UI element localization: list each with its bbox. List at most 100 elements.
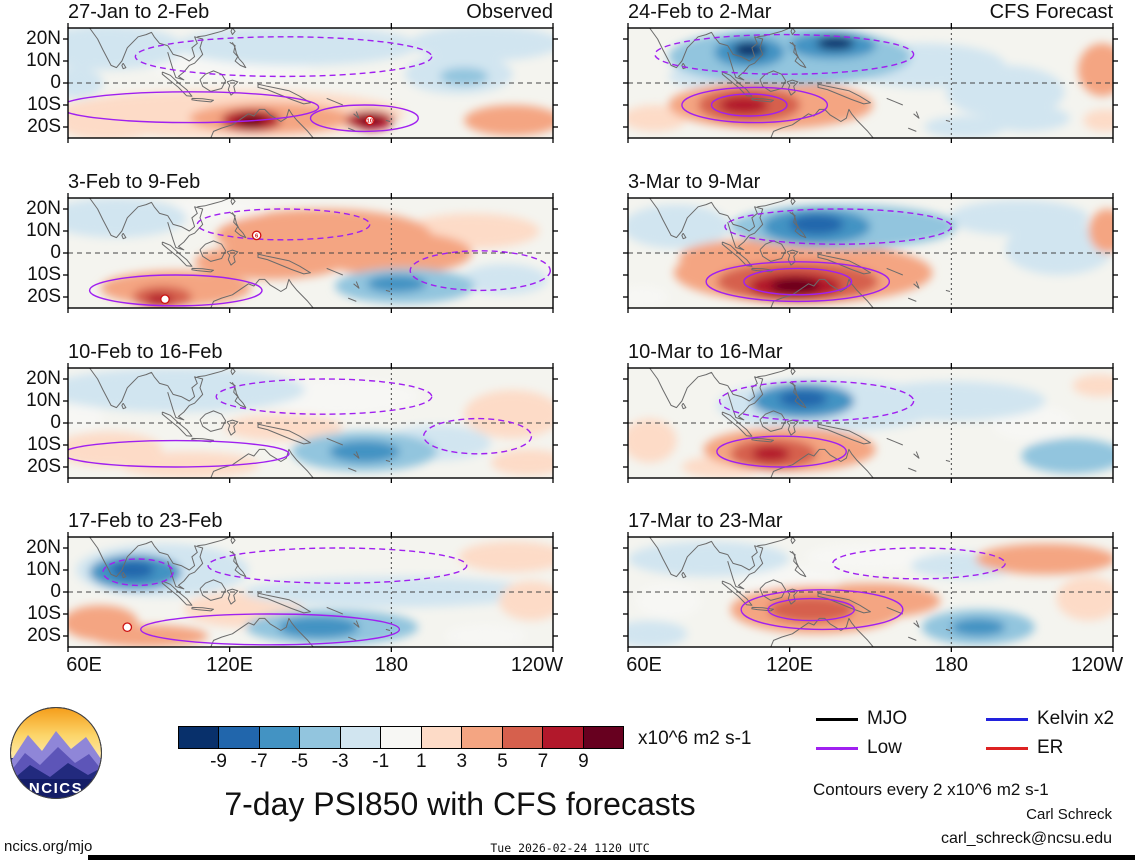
x-axis-label: 120W (510, 654, 564, 676)
colorbar-cell (543, 727, 584, 748)
x-axis-label: 60E (626, 654, 662, 676)
y-axis-label: 20N (26, 198, 61, 219)
colorbar-cell (179, 727, 220, 748)
panel-date-range: 17-Feb to 23-Feb (68, 510, 223, 532)
panel-title: 10-Feb to 16-Feb (68, 341, 553, 365)
legend-item-er: ER (986, 736, 1063, 760)
panel-title: 10-Mar to 16-Mar (628, 341, 1113, 365)
panel-title: 24-Feb to 2-Mar CFS Forecast (628, 1, 1113, 25)
map-panel (623, 23, 1118, 143)
panel-date-range: 17-Mar to 23-Mar (628, 510, 783, 532)
colorbar-tick-label: -9 (210, 751, 227, 772)
panel-title: 17-Feb to 23-Feb (68, 510, 553, 534)
legend-item-mjo: MJO (816, 707, 907, 731)
colorbar-cell (300, 727, 341, 748)
panel-title: 3-Mar to 9-Mar (628, 171, 1113, 195)
y-axis-label: 10N (26, 220, 61, 241)
y-axis-label: 0 (50, 581, 61, 602)
y-axis-label: 0 (50, 242, 61, 263)
y-axis-label: 10S (27, 94, 61, 115)
colorbar-cell (502, 727, 544, 748)
x-axis-label: 120E (766, 654, 814, 676)
y-axis-label: 10S (27, 264, 61, 285)
map-panel (63, 532, 558, 652)
y-axis-label: 20N (26, 368, 61, 389)
y-axis-label: 0 (50, 72, 61, 93)
legend-item-kelvin: Kelvin x2 (986, 707, 1114, 731)
colorbar-cell (421, 727, 463, 748)
legend-item-low: Low (816, 736, 902, 760)
y-axis-label: 10N (26, 559, 61, 580)
credit-email: carl_schreck@ncsu.edu (941, 830, 1112, 847)
colorbar-tick-label: -3 (331, 751, 349, 772)
panel-date-range: 3-Mar to 9-Mar (628, 171, 761, 193)
figure-title: 7-day PSI850 with CFS forecasts (224, 786, 696, 822)
low-line-sample (816, 746, 858, 750)
colorbar-tick-label: -5 (291, 751, 309, 772)
map-panel (623, 363, 1118, 483)
y-axis-label: 20S (27, 286, 61, 307)
y-axis-label: 10N (26, 390, 61, 411)
y-axis-label: 20S (27, 116, 61, 137)
colorbar-cell (219, 727, 260, 748)
footer-site-url: ncics.org/mjo (4, 838, 93, 855)
panel-date-range: 10-Feb to 16-Feb (68, 341, 223, 363)
colorbar-tick-label: 3 (456, 751, 468, 772)
colorbar-tick-label: -7 (250, 751, 268, 772)
panel-title: 17-Mar to 23-Mar (628, 510, 1113, 534)
legend-label-low: Low (867, 737, 902, 758)
column-header: CFS Forecast (989, 1, 1113, 23)
legend-label-kelvin: Kelvin x2 (1037, 708, 1115, 729)
mjo-line-sample (816, 717, 858, 721)
credit-name: Carl Schreck (1026, 806, 1112, 823)
colorbar-tick-label: 1 (415, 751, 427, 772)
map-panel (63, 363, 558, 483)
x-axis-label: 180 (934, 654, 969, 676)
y-axis-label: 10N (26, 50, 61, 71)
y-axis-label: 20N (26, 28, 61, 49)
ncics-logo: NCICS (10, 707, 102, 799)
x-axis-label: 60E (66, 654, 102, 676)
logo-text: NCICS (29, 780, 83, 797)
colorbar-cell (462, 727, 503, 748)
colorbar-cell (381, 727, 422, 748)
contour-interval-note: Contours every 2 x10^6 m2 s-1 (813, 780, 1049, 799)
panel-date-range: 24-Feb to 2-Mar (628, 1, 772, 23)
footer-timestamp: Tue 2026-02-24 1120 UTC (490, 841, 650, 855)
x-axis-label: 120E (206, 654, 254, 676)
colorbar-units: x10^6 m2 s-1 (638, 728, 752, 749)
y-axis-label: 20N (26, 537, 61, 558)
y-axis-label: 20S (27, 456, 61, 477)
legend-label-mjo: MJO (867, 708, 908, 729)
panel-title: 27-Jan to 2-Feb Observed (68, 1, 553, 25)
panel-date-range: 27-Jan to 2-Feb (68, 1, 210, 23)
colorbar-tick-label: -1 (372, 751, 390, 772)
kelvin-line-sample (986, 717, 1028, 721)
bottom-bar (88, 855, 1135, 860)
y-axis-label: 10S (27, 434, 61, 455)
y-axis-label: 20S (27, 625, 61, 646)
map-panel: 10 (63, 23, 558, 143)
svg-text:6: 6 (255, 234, 259, 240)
colorbar-cell (259, 727, 301, 748)
colorbar-tick-label: 5 (497, 751, 508, 772)
panel-date-range: 10-Mar to 16-Mar (628, 341, 783, 363)
map-panel: 6 (63, 193, 558, 313)
legend-label-er: ER (1037, 737, 1064, 758)
column-header: Observed (466, 1, 553, 23)
y-axis-label: 0 (50, 412, 61, 433)
x-axis-label: 120W (1070, 654, 1124, 676)
er-line-sample (986, 746, 1028, 750)
colorbar-cell (583, 727, 623, 748)
colorbar (178, 726, 624, 749)
x-axis-label: 180 (374, 654, 409, 676)
svg-text:10: 10 (367, 119, 373, 125)
panel-title: 3-Feb to 9-Feb (68, 171, 553, 195)
map-panel (623, 193, 1118, 313)
y-axis-label: 10S (27, 603, 61, 624)
map-panel (623, 532, 1118, 652)
colorbar-cell (340, 727, 382, 748)
colorbar-tick-label: 9 (578, 751, 589, 772)
panel-date-range: 3-Feb to 9-Feb (68, 171, 201, 193)
